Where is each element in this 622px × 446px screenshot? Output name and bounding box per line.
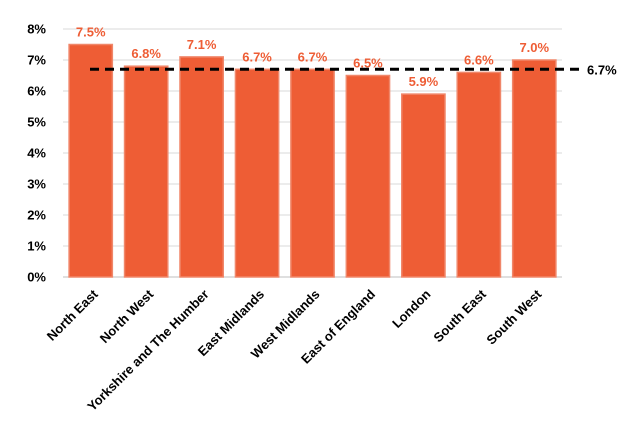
y-tick-label: 8% [27,22,46,37]
bars [68,43,557,278]
y-tick-label: 4% [27,146,46,161]
category-label: South East [430,286,489,345]
y-tick-label: 7% [27,53,46,68]
y-tick-label: 6% [27,84,46,99]
bar [345,74,391,278]
reference-line-group: 6.7% [90,62,617,77]
y-axis: 0% 1% 2% 3% 4% 5% 6% 7% 8% [27,22,46,285]
data-label: 6.7% [298,49,328,64]
bar [179,56,224,278]
data-label: 6.5% [353,56,383,71]
category-label: South West [483,286,544,347]
y-tick-label: 5% [27,115,46,130]
bar [456,71,502,278]
category-label: North West [97,286,157,346]
data-labels: 7.5% 6.8% 7.1% 6.7% 6.7% 6.5% 5.9% 6.6% 7.0% [76,25,550,90]
data-label: 7.5% [76,25,106,40]
data-label: 5.9% [409,74,439,89]
data-label: 7.1% [187,37,217,52]
category-label: Yorkshire and The Humber [84,287,211,414]
bar [68,43,114,278]
data-label: 7.0% [519,40,549,55]
bar [290,68,335,278]
y-tick-label: 2% [27,208,46,223]
y-tick-label: 3% [27,177,46,192]
category-label: North East [44,286,102,344]
bar [401,93,446,278]
reference-line-label: 6.7% [587,62,617,77]
y-tick-label: 0% [27,270,46,285]
bar [123,65,169,278]
bar [511,59,557,278]
data-label: 6.6% [464,52,494,67]
category-label: London [389,286,433,330]
bar [234,68,280,278]
data-label: 6.8% [131,46,161,61]
data-label: 6.7% [242,49,272,64]
y-tick-label: 1% [27,239,46,254]
